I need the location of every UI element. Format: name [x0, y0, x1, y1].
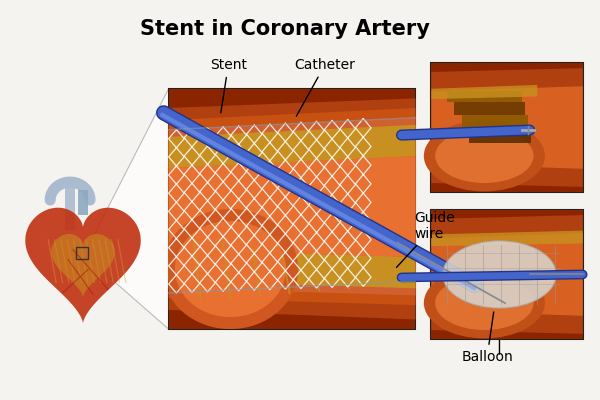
Bar: [431, 210, 583, 339]
Polygon shape: [169, 118, 415, 296]
Polygon shape: [65, 183, 75, 230]
Ellipse shape: [424, 120, 545, 192]
Text: Guide
wire: Guide wire: [397, 210, 455, 268]
Polygon shape: [78, 190, 88, 215]
Polygon shape: [88, 89, 169, 329]
Text: Stent in Coronary Artery: Stent in Coronary Artery: [140, 19, 430, 39]
Ellipse shape: [424, 267, 545, 338]
Polygon shape: [431, 63, 583, 192]
Bar: [431, 63, 583, 192]
Polygon shape: [431, 85, 537, 99]
Polygon shape: [169, 156, 415, 257]
Ellipse shape: [435, 276, 533, 330]
Polygon shape: [431, 86, 583, 169]
Text: Stent: Stent: [210, 58, 247, 113]
Bar: [76, 247, 88, 258]
Polygon shape: [431, 68, 583, 187]
Bar: [169, 89, 415, 329]
Polygon shape: [454, 102, 525, 114]
Polygon shape: [169, 89, 415, 329]
Polygon shape: [431, 215, 583, 334]
Ellipse shape: [163, 209, 298, 329]
Polygon shape: [461, 114, 528, 130]
Text: Balloon: Balloon: [461, 312, 513, 364]
Polygon shape: [469, 130, 531, 143]
Ellipse shape: [435, 129, 533, 183]
Polygon shape: [431, 210, 583, 339]
Polygon shape: [446, 91, 522, 102]
Polygon shape: [169, 98, 415, 320]
Polygon shape: [431, 233, 583, 316]
Polygon shape: [25, 208, 141, 324]
Ellipse shape: [443, 241, 556, 308]
Polygon shape: [431, 230, 583, 246]
Polygon shape: [169, 125, 415, 168]
Polygon shape: [51, 234, 115, 297]
Polygon shape: [169, 108, 415, 305]
Ellipse shape: [175, 221, 286, 317]
Text: Catheter: Catheter: [295, 58, 355, 116]
Polygon shape: [169, 250, 415, 288]
